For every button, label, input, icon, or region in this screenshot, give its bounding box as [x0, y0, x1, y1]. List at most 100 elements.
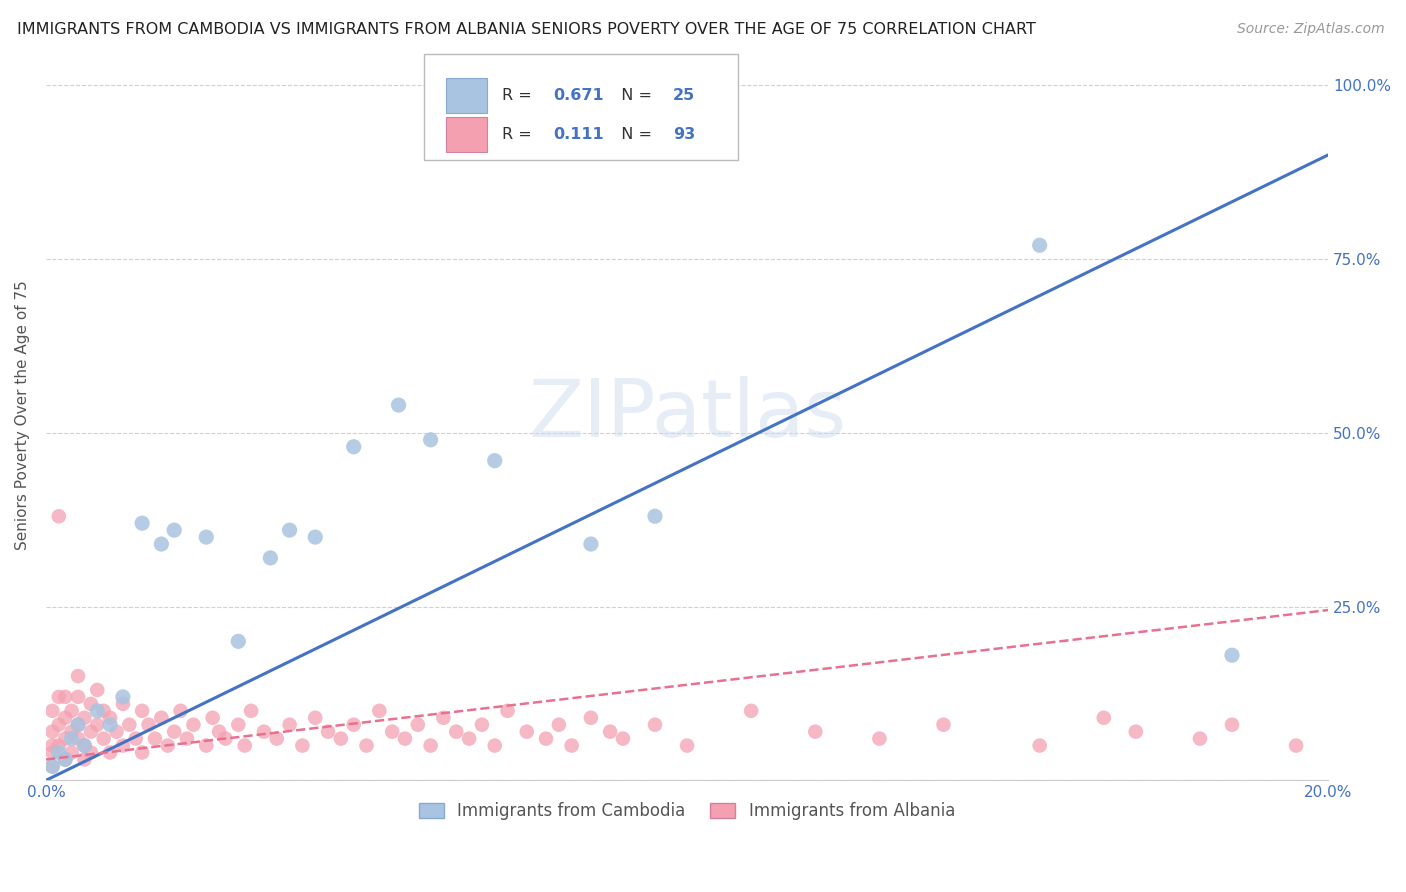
Point [86, 704, 108, 718]
Text: ZIPatlas: ZIPatlas [529, 376, 846, 455]
Point [105, 724, 128, 739]
Point [93, 704, 115, 718]
Point [458, 731, 481, 746]
Point [86, 717, 108, 731]
Text: 93: 93 [673, 128, 695, 143]
Point [195, 739, 218, 753]
Point [41, 746, 63, 760]
Point [208, 724, 231, 739]
Point [66, 717, 89, 731]
Point [1092, 711, 1115, 725]
Point [253, 724, 276, 739]
Text: Source: ZipAtlas.com: Source: ZipAtlas.com [1237, 22, 1385, 37]
Point [60, 724, 83, 739]
Point [278, 523, 301, 537]
Bar [446, 117, 486, 153]
Point [471, 717, 494, 731]
Point [740, 704, 762, 718]
Point [66, 690, 89, 704]
Text: N =: N = [612, 88, 658, 103]
Point [432, 711, 454, 725]
Point [484, 739, 506, 753]
Point [419, 739, 441, 753]
Text: 0.671: 0.671 [554, 88, 605, 103]
Point [131, 516, 153, 531]
Text: N =: N = [612, 128, 658, 143]
Point [48, 739, 70, 753]
Point [561, 739, 583, 753]
Point [41, 704, 63, 718]
Point [156, 739, 179, 753]
Point [80, 746, 103, 760]
Point [48, 509, 70, 524]
Point [138, 717, 160, 731]
Point [150, 537, 173, 551]
Point [291, 739, 314, 753]
Point [233, 739, 256, 753]
Point [131, 746, 153, 760]
Point [118, 717, 141, 731]
Point [356, 739, 378, 753]
Point [143, 731, 166, 746]
Point [644, 509, 666, 524]
Point [676, 739, 699, 753]
Legend: Immigrants from Cambodia, Immigrants from Albania: Immigrants from Cambodia, Immigrants fro… [412, 796, 962, 827]
Point [169, 704, 191, 718]
Point [804, 724, 827, 739]
Point [259, 550, 281, 565]
Point [534, 731, 557, 746]
Point [278, 717, 301, 731]
Point [195, 530, 218, 544]
Point [343, 440, 366, 454]
Point [1028, 739, 1050, 753]
Point [53, 752, 76, 766]
Point [1028, 238, 1050, 252]
Point [111, 690, 134, 704]
Text: R =: R = [502, 128, 543, 143]
Point [368, 704, 391, 718]
Point [1125, 724, 1147, 739]
Point [73, 739, 96, 753]
Point [163, 523, 186, 537]
Point [73, 752, 96, 766]
Point [73, 739, 96, 753]
Point [343, 717, 366, 731]
Point [73, 711, 96, 725]
Point [41, 759, 63, 773]
Point [111, 697, 134, 711]
Point [496, 704, 519, 718]
Point [48, 717, 70, 731]
Point [394, 731, 416, 746]
Point [80, 697, 103, 711]
Point [111, 739, 134, 753]
Point [612, 731, 634, 746]
Point [48, 690, 70, 704]
Point [579, 711, 602, 725]
Point [406, 717, 429, 731]
Point [60, 746, 83, 760]
FancyBboxPatch shape [425, 54, 738, 161]
Point [579, 537, 602, 551]
Point [66, 669, 89, 683]
Point [53, 690, 76, 704]
Point [266, 731, 288, 746]
Point [163, 724, 186, 739]
Point [1188, 731, 1211, 746]
Point [316, 724, 339, 739]
Point [150, 711, 173, 725]
Point [86, 683, 108, 698]
Point [599, 724, 621, 739]
Point [176, 731, 198, 746]
Point [60, 704, 83, 718]
Point [446, 724, 468, 739]
Text: R =: R = [502, 88, 537, 103]
Point [1220, 717, 1243, 731]
Point [329, 731, 352, 746]
Point [484, 453, 506, 467]
Point [53, 711, 76, 725]
Point [387, 398, 409, 412]
Point [226, 634, 249, 648]
Point [304, 711, 326, 725]
Point [1285, 739, 1308, 753]
Point [66, 731, 89, 746]
